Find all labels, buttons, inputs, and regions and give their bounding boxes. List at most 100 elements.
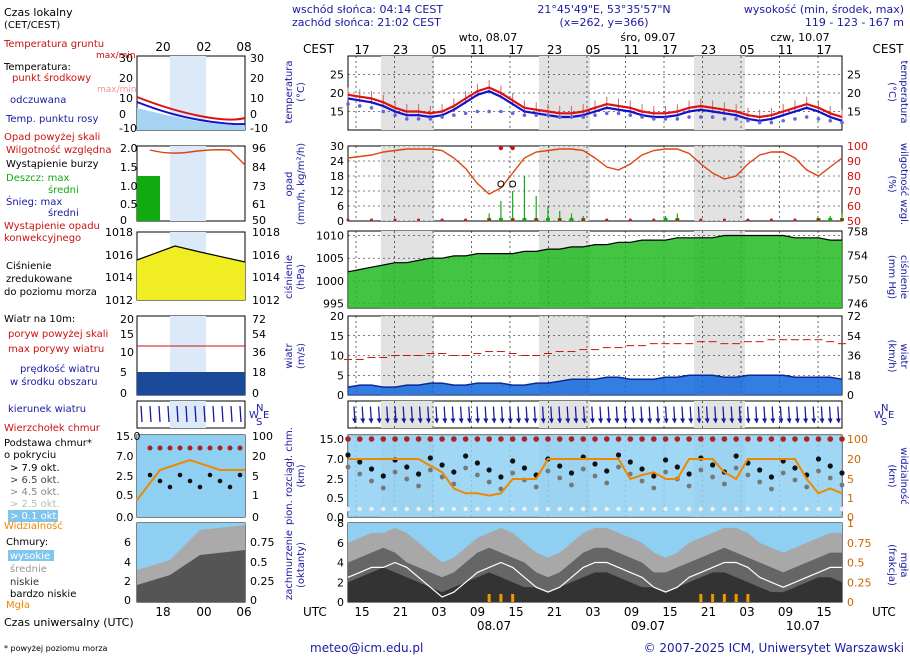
- legend-convective: Wystąpienie opadu: [4, 221, 100, 232]
- bottom-hour-label: 21: [393, 605, 408, 619]
- cest-label-right: CEST: [873, 42, 905, 56]
- cloud-top-dot: [721, 436, 728, 442]
- legend-tick-label: 0.75: [250, 536, 275, 549]
- bottom-hour-label: 09: [470, 605, 485, 619]
- cloud-base-dot: [510, 506, 515, 512]
- legend-tick-label: 10: [119, 92, 133, 105]
- cloud-base-dot: [463, 506, 468, 512]
- cloud-base-dot: [498, 474, 504, 480]
- cover-axis-title: zachmurzenie: [284, 530, 295, 600]
- svg-text:E: E: [888, 410, 894, 421]
- wind-arrow-head: [696, 418, 702, 424]
- legend-temp-line: [136, 96, 246, 121]
- bottom-hour-label: 15: [354, 605, 369, 619]
- legend-top-hour: 20: [155, 40, 170, 54]
- legend-cloud-base-dot: [237, 472, 243, 478]
- legend-wind-arrow: [149, 405, 152, 423]
- legend-okt-4: > 2.5 okt.: [10, 499, 60, 510]
- fog-axis-unit: (frakcja): [886, 544, 897, 586]
- cloud-top-dot: [568, 436, 575, 442]
- y-tick-label: 20: [330, 310, 344, 323]
- legend-pressure-3: do poziomu morza: [4, 287, 97, 298]
- y2-tick-label: 72: [847, 310, 861, 323]
- legend-soil-temp-sub: max/min: [96, 51, 136, 61]
- cloud-base-dot: [710, 506, 715, 512]
- legend-tick-label: 4: [124, 556, 131, 569]
- cloud-base-dot: [757, 506, 762, 512]
- wind-line: [347, 374, 843, 388]
- legend-cover-low: [137, 550, 245, 602]
- y2-tick-label: 60: [847, 200, 861, 213]
- wind-axis-unit: (m/s): [296, 343, 307, 369]
- dew-point-dot: [687, 115, 691, 119]
- altitude-values: 119 - 123 - 167 m: [805, 16, 904, 29]
- dew-point-dot: [581, 115, 586, 119]
- legend-tick-label: 0: [119, 108, 126, 121]
- storm-dot: [497, 180, 505, 188]
- legend-tick-label: 0: [250, 594, 257, 607]
- local-time-label: Czas lokalny: [4, 6, 73, 19]
- cloud-base-dot: [616, 506, 621, 512]
- dew-point-dot: [557, 115, 562, 119]
- cloud-base-dot: [404, 476, 410, 482]
- top-hour-label: 05: [431, 43, 446, 57]
- cloud-top-dot: [345, 436, 351, 442]
- legend-wind-arrow: [203, 405, 206, 423]
- cloud-base-dot: [522, 506, 527, 512]
- precip-above-scale-dot: [510, 145, 515, 151]
- dew-point-dot: [405, 117, 409, 121]
- compass-icon-legend: NW ES: [249, 403, 269, 428]
- legend-high-swatch: [8, 550, 54, 561]
- cloud-base-dot: [639, 466, 645, 472]
- cloud-base-dot: [628, 506, 633, 512]
- fog-bar: [711, 594, 715, 602]
- cloud-base-dot: [592, 506, 598, 512]
- cloud-base-dot: [828, 506, 833, 512]
- cloud-top-dot: [474, 436, 481, 442]
- dew-point-dot: [840, 120, 844, 125]
- cloud-base-dot: [604, 468, 610, 474]
- temp-axis-unit-right: (°C): [886, 82, 897, 102]
- sunrise-text: wschód słońca: 04:14 CEST: [292, 3, 443, 16]
- legend-tick-label: 1: [252, 489, 259, 502]
- day-label-bottom: 10.07: [786, 619, 820, 633]
- visibility-line: [348, 458, 843, 497]
- legend-dew-point: Temp. punktu rosy: [5, 114, 98, 125]
- dew-point-dot: [369, 106, 374, 110]
- cloud-base-dot: [345, 464, 351, 470]
- bottom-hour-label: 15: [508, 605, 523, 619]
- y2-tick-label: 758: [847, 225, 868, 238]
- wind-arrow-head: [434, 418, 439, 424]
- cloud-top-dot: [815, 436, 822, 442]
- bottom-hour-label: 03: [431, 605, 446, 619]
- wind-arrow-head: [557, 418, 562, 424]
- cloud-top-dot: [662, 436, 669, 442]
- bottom-hour-label: 21: [547, 605, 562, 619]
- legend-wind-arrow: [221, 405, 224, 423]
- wind-arrow-head: [835, 418, 841, 424]
- grid-point-text: (x=262, y=366): [559, 16, 648, 29]
- legend-temp-maxmin: max/min: [97, 85, 137, 95]
- day-label-top: czw, 10.07: [770, 31, 829, 44]
- dew-point-dot: [522, 113, 527, 117]
- legend-tick-label: 0: [120, 387, 127, 400]
- convective-dot: [675, 218, 679, 222]
- cloud-top-dot: [603, 436, 610, 442]
- wind-arrow-head: [762, 418, 767, 424]
- cloud-base-dot: [662, 457, 669, 463]
- y-tick-label: 18: [330, 170, 344, 183]
- cloud-top-dot: [368, 436, 375, 442]
- y-tick-label: 2: [337, 576, 344, 589]
- dew-point-dot: [569, 115, 574, 119]
- y2-tick-label: 70: [847, 185, 861, 198]
- wind-arrow-head: [680, 418, 685, 424]
- convective-dot: [370, 218, 374, 222]
- legend-pressure-line: [136, 245, 246, 263]
- contact-email[interactable]: meteo@icm.edu.pl: [310, 641, 423, 655]
- storm-dot: [509, 180, 517, 188]
- y2-tick-label: 754: [847, 249, 868, 262]
- y2-tick-label: 54: [847, 330, 861, 343]
- cloud-base-dot: [592, 461, 598, 467]
- cover-axis-unit: (oktanty): [296, 542, 307, 588]
- convective-dot: [746, 218, 750, 222]
